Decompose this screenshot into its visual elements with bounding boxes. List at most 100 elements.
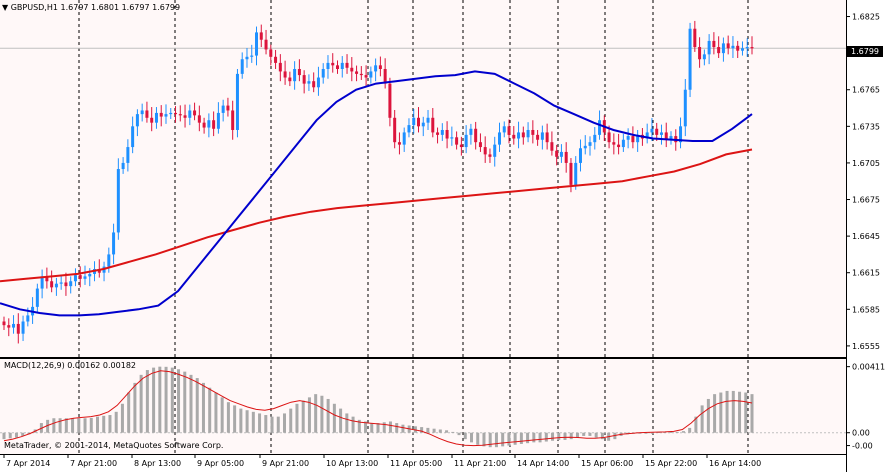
- macd-histogram-bar: [675, 431, 679, 433]
- time-tick-label: 8 Apr 13:00: [134, 459, 181, 468]
- macd-histogram-bar: [563, 432, 567, 440]
- price-panel[interactable]: [0, 0, 846, 358]
- candle-body: [679, 126, 683, 143]
- candle-body: [374, 65, 378, 72]
- candle-body: [212, 120, 216, 129]
- candle-body: [26, 315, 30, 322]
- candle-body: [283, 71, 287, 78]
- macd-histogram-bar: [14, 432, 18, 438]
- macd-histogram-bar: [52, 418, 56, 433]
- candle-body: [293, 68, 297, 82]
- candle-body: [593, 134, 597, 143]
- macd-histogram-bar: [526, 432, 530, 444]
- macd-header: MACD(12,26,9) 0.00162 0.00182: [4, 361, 137, 370]
- candle-body: [355, 71, 359, 74]
- candle-body: [393, 117, 397, 143]
- candle-body: [269, 49, 273, 57]
- candle-body: [154, 112, 158, 123]
- macd-histogram-bar: [357, 419, 361, 433]
- macd-histogram-bar: [195, 378, 199, 433]
- candle-body: [326, 62, 330, 69]
- macd-histogram-bar: [21, 432, 25, 436]
- collapse-arrow-icon[interactable]: ▼: [2, 3, 9, 12]
- candle-body: [688, 28, 692, 90]
- time-scale[interactable]: [0, 454, 846, 473]
- candle-body: [245, 56, 249, 60]
- candle-body: [369, 71, 373, 78]
- candle-body: [431, 117, 435, 133]
- candle-body: [226, 105, 230, 111]
- time-tick-label: 7 Apr 21:00: [70, 459, 117, 468]
- candle-body: [731, 45, 735, 49]
- candle-body: [645, 132, 649, 139]
- candle-body: [259, 32, 263, 40]
- candle-body: [73, 275, 77, 282]
- candle-body: [255, 32, 259, 56]
- candle-body: [745, 47, 749, 49]
- candle-body: [112, 232, 116, 255]
- candle-body: [464, 134, 468, 148]
- macd-histogram-bar: [214, 392, 218, 433]
- candle-body: [416, 117, 420, 127]
- price-tick-label: 1.6825: [852, 13, 880, 22]
- macd-histogram-bar: [426, 427, 430, 433]
- candle-body: [659, 132, 663, 135]
- macd-histogram-bar: [245, 410, 249, 433]
- candle-body: [636, 134, 640, 143]
- candle-body: [88, 273, 92, 277]
- candle-body: [169, 112, 173, 115]
- candle-body: [54, 283, 58, 288]
- candle-body: [383, 68, 387, 84]
- candle-body: [202, 122, 206, 128]
- candle-body: [388, 83, 392, 118]
- macd-histogram-bar: [370, 423, 374, 433]
- candle-body: [712, 40, 716, 48]
- candle-body: [336, 65, 340, 69]
- macd-histogram-bar: [569, 432, 573, 440]
- candle-body: [107, 254, 111, 267]
- candle-body: [578, 148, 582, 163]
- macd-histogram-bar: [706, 398, 710, 433]
- candle-body: [288, 77, 292, 82]
- macd-histogram-bar: [681, 431, 685, 433]
- candle-body: [626, 136, 630, 140]
- candle-body: [274, 56, 278, 63]
- candle-body: [140, 110, 144, 115]
- macd-histogram-bar: [364, 421, 368, 433]
- candle-body: [488, 154, 492, 157]
- macd-histogram-bar: [420, 427, 424, 433]
- macd-histogram-bar: [463, 432, 467, 440]
- candle-body: [512, 134, 516, 139]
- candle-body: [278, 62, 282, 72]
- macd-histogram-bar: [189, 374, 193, 433]
- macd-histogram-bar: [120, 403, 124, 433]
- candle-body: [316, 77, 320, 88]
- candle-body: [607, 132, 611, 143]
- candle-body: [164, 114, 168, 117]
- price-tick-label: 1.6645: [852, 232, 880, 241]
- macd-histogram-bar: [58, 418, 62, 433]
- candle-body: [135, 114, 139, 127]
- macd-histogram-bar: [295, 403, 299, 433]
- macd-histogram-bar: [494, 432, 498, 448]
- candle-body: [21, 321, 25, 334]
- candle-body: [235, 73, 239, 130]
- candle-body: [407, 125, 411, 133]
- candle-body: [555, 150, 559, 157]
- candle-body: [116, 169, 120, 233]
- candle-body: [702, 54, 706, 60]
- candle-body: [598, 120, 602, 135]
- candle-body: [321, 68, 325, 78]
- macd-histogram-bar: [538, 432, 542, 443]
- candle-body: [16, 323, 20, 334]
- candle-body: [426, 117, 430, 123]
- macd-histogram-bar: [71, 418, 75, 433]
- macd-histogram-bar: [694, 416, 698, 433]
- macd-histogram-bar: [351, 416, 355, 433]
- macd-histogram-bar: [445, 430, 449, 433]
- macd-histogram-bar: [401, 424, 405, 433]
- macd-histogram-bar: [108, 415, 112, 433]
- candle-body: [221, 105, 225, 113]
- macd-histogram-bar: [339, 408, 343, 433]
